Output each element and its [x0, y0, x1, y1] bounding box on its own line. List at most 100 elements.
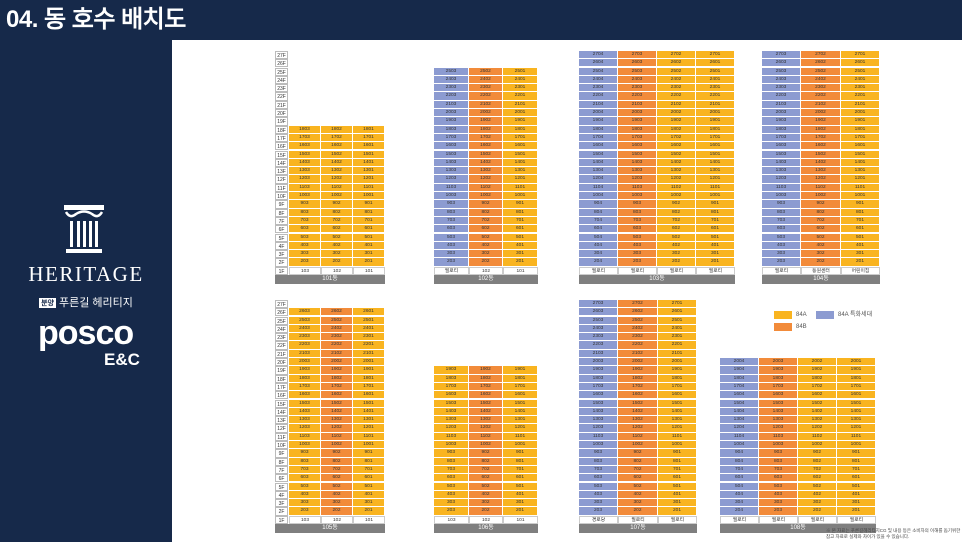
unit-cell: 2102	[469, 100, 503, 109]
unit-cell: 1701	[841, 133, 880, 143]
floor-label: 22F	[275, 92, 288, 101]
unit-cell: 601	[503, 225, 538, 234]
unit-cell: 703	[762, 216, 801, 226]
unit-cell: 2203	[618, 92, 657, 101]
unit-cell: 1704	[579, 133, 618, 143]
unit-cell: 1702	[321, 133, 353, 143]
unit-cell: 2101	[658, 349, 697, 358]
unit-cell: 502	[801, 233, 841, 242]
unit-cell: 601	[353, 474, 385, 483]
unit-cell: 1601	[503, 142, 538, 151]
unit-cell: 1502	[801, 150, 841, 159]
unit-cell: 1002	[798, 441, 837, 450]
unit-cell: 1604	[579, 142, 618, 151]
unit-cell: 301	[503, 499, 538, 508]
unit-cell: 502	[321, 233, 353, 242]
unit-cell: 1804	[720, 374, 759, 383]
unit-cell: 2201	[353, 341, 385, 350]
unit-cell: 2703	[762, 50, 801, 60]
unit-cell: 503	[434, 482, 469, 491]
unit-cell: 202	[321, 507, 353, 516]
unit-cell: 1102	[657, 183, 696, 192]
unit-cell: 1403	[289, 407, 321, 417]
unit-cell: 803	[289, 457, 321, 466]
unit-cell: 1001	[503, 441, 538, 450]
unit-cell: 901	[503, 200, 538, 209]
unit-cell: 501	[696, 233, 735, 242]
floor-label: 23F	[275, 84, 288, 93]
unit-cell: 404	[579, 241, 618, 251]
unit-cell: 1802	[801, 125, 841, 134]
unit-cell: 2602	[801, 59, 841, 68]
unit-cell: 1302	[469, 416, 503, 425]
floor-label: 27F	[275, 50, 288, 60]
unit-cell: 1902	[469, 366, 503, 375]
unit-cell: 704	[720, 465, 759, 475]
unit-cell: 903	[289, 449, 321, 458]
unit-cell: 필로티	[762, 266, 801, 275]
unit-cell: 1701	[696, 133, 735, 143]
unit-cell: 1103	[289, 183, 321, 192]
unit-cell: 701	[503, 465, 538, 475]
floor-label: 15F	[275, 399, 288, 408]
unit-cell: 102	[321, 266, 353, 275]
unit-cell: 703	[759, 465, 798, 475]
unit-cell: 1904	[720, 366, 759, 375]
unit-cell: 1003	[579, 441, 618, 450]
unit-cell: 2104	[579, 100, 618, 109]
unit-cell: 702	[798, 465, 837, 475]
unit-cell: 1303	[289, 416, 321, 425]
unit-cell: 803	[289, 208, 321, 217]
unit-cell: 1203	[762, 175, 801, 184]
unit-cell: 701	[841, 216, 880, 226]
unit-cell: 2401	[353, 324, 385, 334]
unit-cell: 1603	[579, 391, 618, 400]
unit-cell: 1702	[321, 382, 353, 392]
unit-cell: 1404	[579, 158, 618, 168]
unit-cell: 801	[503, 208, 538, 217]
unit-cell: 402	[321, 490, 353, 500]
unit-cell: 2503	[434, 67, 469, 76]
floor-label: 1F	[275, 515, 288, 524]
unit-cell: 1602	[469, 391, 503, 400]
unit-cell: 2201	[503, 92, 538, 101]
unit-cell: 1702	[469, 382, 503, 392]
unit-cell: 1602	[801, 142, 841, 151]
unit-cell: 401	[841, 241, 880, 251]
unit-cell: 404	[720, 490, 759, 500]
unit-cell: 2004	[720, 358, 759, 367]
unit-cell: 1501	[696, 150, 735, 159]
unit-cell: 1704	[720, 382, 759, 392]
unit-cell: 603	[579, 474, 618, 483]
floor-label: 13F	[275, 167, 288, 176]
unit-cell: 703	[579, 465, 618, 475]
unit-cell: 701	[503, 216, 538, 226]
unit-cell: 503	[289, 482, 321, 491]
unit-cell: 필로티	[618, 266, 657, 275]
unit-cell: 203	[762, 258, 801, 267]
floor-label: 14F	[275, 158, 288, 168]
unit-cell: 1304	[720, 416, 759, 425]
floor-label: 1F	[275, 266, 288, 275]
unit-cell: 501	[503, 233, 538, 242]
unit-cell: 2103	[434, 100, 469, 109]
floor-label: 16F	[275, 391, 288, 400]
unit-cell: 202	[618, 507, 658, 516]
unit-cell: 2102	[618, 349, 658, 358]
unit-cell: 1901	[837, 366, 876, 375]
unit-cell: 1003	[289, 192, 321, 201]
unit-cell: 1301	[696, 167, 735, 176]
unit-cell: 402	[801, 241, 841, 251]
brand-heritage: HERITAGE	[28, 262, 144, 286]
unit-cell: 1803	[289, 374, 321, 383]
posco-logo: posco	[38, 314, 134, 352]
unit-cell: 1401	[353, 158, 385, 168]
unit-cell: 1103	[762, 183, 801, 192]
unit-cell: 1403	[434, 407, 469, 417]
unit-cell: 필로티	[759, 515, 798, 524]
unit-cell: 1203	[289, 424, 321, 433]
unit-cell: 1503	[762, 150, 801, 159]
unit-cell: 2703	[618, 50, 657, 60]
unit-cell: 901	[353, 449, 385, 458]
unit-cell: 1501	[503, 399, 538, 408]
